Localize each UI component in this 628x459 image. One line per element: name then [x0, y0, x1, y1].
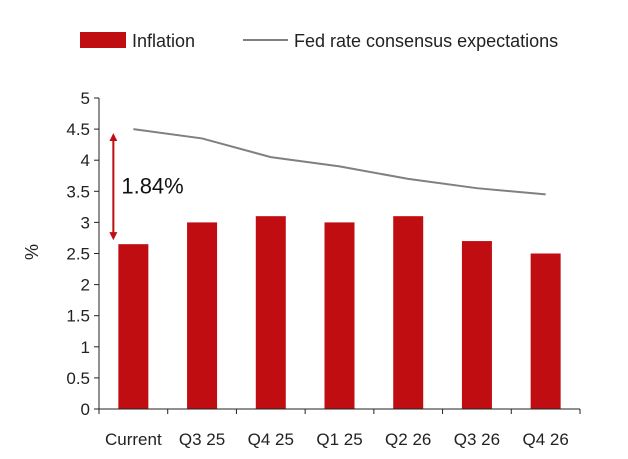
x-tick-label: Q1 25: [316, 430, 362, 449]
x-tick-label: Current: [105, 430, 162, 449]
annotation-label: 1.84%: [121, 174, 183, 199]
bar-inflation: [461, 241, 492, 409]
y-tick-label: 5: [81, 89, 90, 108]
x-tick-label: Q2 26: [385, 430, 431, 449]
x-tick-label: Q3 26: [454, 430, 500, 449]
annotation: 1.84%: [109, 133, 184, 241]
y-tick-label: 2.5: [66, 245, 90, 264]
bar-inflation: [393, 216, 424, 409]
y-axis-label: %: [22, 244, 42, 260]
y-tick-label: 3.5: [66, 182, 90, 201]
legend-swatch-inflation: [80, 32, 126, 48]
y-tick-label: 0.5: [66, 369, 90, 388]
y-tick-label: 4.5: [66, 120, 90, 139]
x-axis: Current Q3 25 Q4 25 Q1 25 Q2 26 Q3 26 Q4 26: [98, 408, 581, 449]
x-tick-label: Q4 26: [522, 430, 568, 449]
legend-label-fed-rate: Fed rate consensus expectations: [294, 31, 558, 51]
fed-rate-line-path: [133, 128, 546, 196]
bars: [118, 216, 561, 409]
y-tick-label: 3: [81, 213, 90, 232]
bar-inflation: [118, 244, 149, 409]
y-tick-label: 4: [81, 151, 90, 170]
y-tick-label: 1: [81, 338, 90, 357]
legend: Inflation Fed rate consensus expectation…: [80, 31, 558, 51]
x-tick-label: Q4 25: [248, 430, 294, 449]
y-tick-label: 1.5: [66, 307, 90, 326]
y-axis: 0 0.5 1 1.5 2 2.5 3 3.5 4 4.5 5: [66, 89, 100, 419]
legend-label-inflation: Inflation: [132, 31, 195, 51]
bar-inflation: [255, 216, 286, 409]
y-tick-label: 2: [81, 276, 90, 295]
bar-inflation: [187, 222, 218, 409]
bar-inflation: [324, 222, 355, 409]
y-tick-label: 0: [81, 400, 90, 419]
fed-rate-line: [133, 128, 546, 196]
x-tick-label: Q3 25: [179, 430, 225, 449]
bar-inflation: [530, 253, 561, 409]
